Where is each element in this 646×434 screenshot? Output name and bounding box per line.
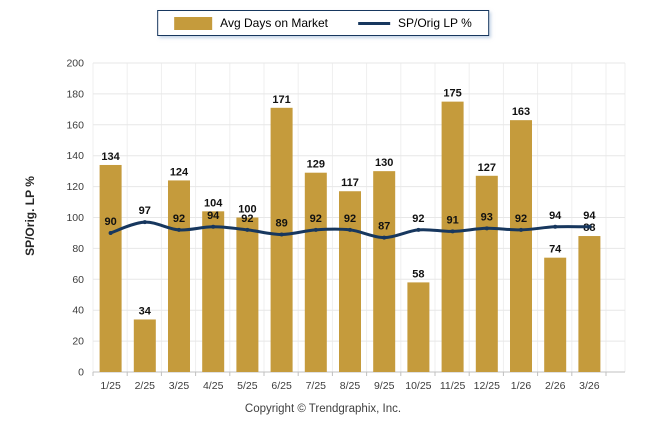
line-value-label: 89	[275, 217, 287, 229]
bar-legend-label: Avg Days on Market	[220, 16, 329, 30]
bar-value-label: 58	[412, 268, 424, 280]
bar	[236, 217, 259, 372]
line-point-marker	[416, 227, 421, 232]
y-tick-label: 200	[66, 58, 84, 70]
line-value-label: 92	[344, 213, 356, 225]
line-point-marker	[382, 235, 387, 240]
bar-value-label: 129	[307, 159, 325, 171]
bar	[270, 107, 293, 373]
line-point-marker	[279, 232, 284, 237]
line-value-label: 94	[549, 210, 562, 222]
y-tick-label: 120	[66, 181, 84, 193]
y-tick-label: 0	[78, 367, 84, 379]
line-point-marker	[484, 226, 489, 231]
bar-value-label: 175	[443, 88, 461, 100]
bar	[99, 164, 122, 372]
y-tick-label: 20	[72, 336, 84, 348]
line-value-label: 97	[139, 205, 151, 217]
x-tick-label: 11/25	[440, 380, 466, 392]
bar-value-label: 134	[101, 151, 120, 163]
x-tick-label: 1/26	[511, 380, 532, 392]
line-value-label: 92	[241, 213, 253, 225]
line-value-label: 92	[173, 213, 185, 225]
y-axis-title: SP/Orig. LP %	[23, 176, 37, 256]
x-tick-label: 10/25	[405, 380, 431, 392]
x-tick-label: 12/25	[474, 380, 500, 392]
y-tick-label: 40	[72, 305, 84, 317]
bar-value-label: 127	[478, 162, 496, 174]
line-point-marker	[108, 230, 113, 235]
x-tick-label: 4/25	[203, 380, 224, 392]
line-point-marker	[553, 224, 558, 229]
bar	[544, 257, 567, 372]
bar	[202, 211, 225, 372]
bar	[407, 282, 430, 372]
bar-value-label: 104	[204, 197, 223, 209]
y-tick-label: 100	[66, 212, 84, 224]
x-tick-label: 8/25	[340, 380, 361, 392]
line-point-marker	[348, 227, 352, 232]
bar-value-label: 74	[549, 244, 562, 256]
bar	[475, 175, 498, 372]
bar	[373, 171, 396, 372]
line-point-marker	[142, 220, 147, 225]
copyright-text: Copyright © Trendgraphix, Inc.	[244, 403, 402, 415]
bar	[133, 319, 156, 372]
bar-legend-swatch	[174, 16, 213, 30]
line-value-label: 91	[446, 214, 458, 226]
x-tick-label: 2/25	[135, 380, 156, 392]
line-point-marker	[313, 227, 318, 232]
line-legend-swatch	[358, 21, 391, 25]
bar	[578, 236, 601, 372]
line-value-label: 92	[310, 213, 322, 225]
line-point-marker	[177, 227, 181, 232]
y-tick-label: 160	[66, 119, 84, 131]
bar-value-label: 34	[139, 305, 152, 317]
line-value-label: 94	[207, 210, 220, 222]
y-tick-label: 140	[66, 150, 84, 162]
x-tick-label: 9/25	[374, 380, 395, 392]
x-tick-label: 3/26	[579, 380, 600, 392]
line-point-marker	[587, 224, 592, 229]
bar-value-label: 130	[375, 157, 393, 169]
line-legend-label: SP/Orig LP %	[398, 16, 472, 30]
line-value-label: 93	[481, 211, 493, 223]
line-point-marker	[450, 229, 455, 234]
bar-value-label: 163	[512, 106, 530, 118]
bar-value-label: 124	[170, 166, 189, 178]
bar	[304, 172, 327, 372]
line-value-label: 94	[583, 210, 596, 222]
x-tick-label: 5/25	[237, 380, 258, 392]
bar	[168, 180, 190, 372]
x-tick-label: 6/25	[271, 380, 292, 392]
bar	[510, 120, 532, 372]
bar-value-label: 117	[341, 177, 359, 189]
bar-value-label: 171	[272, 94, 290, 106]
bar-value-label: 100	[238, 204, 256, 216]
y-tick-label: 80	[72, 243, 84, 255]
line-value-label: 90	[104, 216, 116, 228]
line-value-label: 92	[412, 213, 424, 225]
x-tick-label: 7/25	[306, 380, 327, 392]
y-tick-label: 60	[72, 274, 84, 286]
line-point-marker	[211, 224, 216, 229]
bar	[441, 101, 464, 372]
x-tick-label: 1/25	[100, 380, 121, 392]
x-tick-label: 2/26	[545, 380, 566, 392]
x-tick-label: 3/25	[169, 380, 190, 392]
line-value-label: 87	[378, 221, 390, 233]
bar	[339, 191, 361, 372]
line-point-marker	[245, 227, 250, 232]
line-value-label: 92	[515, 213, 527, 225]
y-tick-label: 180	[66, 88, 84, 100]
legend: Avg Days on Market SP/Orig LP %	[157, 10, 489, 36]
line-point-marker	[519, 227, 523, 232]
